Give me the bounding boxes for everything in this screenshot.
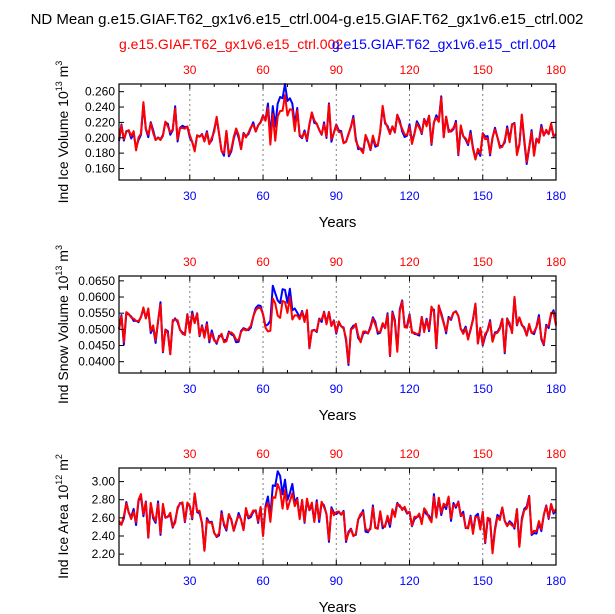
y-tick-label: 0.0500 [78,322,115,336]
y-tick-label: 2.20 [92,547,116,561]
x-tick-label: 60 [256,189,270,203]
x-tick-label: 60 [256,574,270,588]
x-top-tick-label: 150 [473,63,493,77]
x-top-tick-label: 120 [400,63,420,77]
plot-frame [118,467,557,566]
x-top-tick-label: 90 [330,63,344,77]
y-tick-label: 0.260 [85,85,115,99]
chart-panel-1: 30 30 60 60 90 90 120 120 150 150 180 180 0.1600.180… [54,61,566,231]
x-tick-label: 30 [183,189,197,203]
x-top-tick-label: 180 [546,447,566,461]
x-tick-label: 120 [400,189,420,203]
y-tick-label: 3.00 [92,475,116,489]
y-tick-label: 0.0550 [78,306,115,320]
legend-label-ctrl004: g.e15.GIAF.T62_gx1v6.e15_ctrl.004 [332,36,556,52]
panels: 30 30 60 60 90 90 120 120 150 150 180 180 0.1600.180… [54,61,566,614]
y-tick-label: 0.0650 [78,274,115,288]
y-tick-label: 2.60 [92,511,116,525]
y-tick-label: 0.0600 [78,290,115,304]
x-top-tick-label: 90 [330,255,344,269]
chart-panel-2: 30 30 60 60 90 90 120 120 150 150 180 180 0.0400 0.04… [54,245,566,424]
x-tick-label: 180 [546,189,566,203]
y-tick-label: 0.200 [85,131,115,145]
x-tick-label: 60 [256,382,270,396]
x-top-tick-label: 60 [256,447,270,461]
x-tick-label: 30 [183,382,197,396]
y-tick-label: 0.220 [85,115,115,129]
x-top-tick-label: 60 [256,255,270,269]
x-top-tick-label: 30 [183,447,197,461]
y-axis-label: Ind Snow Volume 1013 m3 [54,245,71,404]
plot-frame [118,275,557,374]
x-axis-label: Years [319,214,357,231]
plot-frame [118,83,557,181]
x-tick-label: 150 [473,189,493,203]
x-top-tick-label: 120 [400,255,420,269]
x-top-tick-label: 150 [473,255,493,269]
x-top-tick-label: 180 [546,255,566,269]
x-top-tick-label: 120 [400,447,420,461]
y-axis-label: Ind Ice Area 1012 m2 [54,454,71,579]
series-line-ctrl002 [118,295,557,365]
x-tick-label: 180 [546,382,566,396]
y-tick-label: 0.160 [85,161,115,175]
y-tick-label: 0.0450 [78,339,115,353]
y-axis-label: Ind Ice Volume 1013 m3 [54,61,71,204]
legend-label-ctrl002: g.e15.GIAF.T62_gx1v6.e15_ctrl.002 [119,36,343,52]
x-tick-label: 90 [330,189,344,203]
y-tick-label: 0.0400 [78,355,115,369]
x-tick-label: 90 [330,382,344,396]
x-top-tick-label: 150 [473,447,493,461]
chart-panel-3: 30 30 60 60 90 90 120 120 150 150 180 180 2.20 2.40 2.… [54,447,566,614]
x-tick-label: 150 [473,382,493,396]
y-tick-label: 2.80 [92,493,116,507]
x-axis-label: Years [319,599,357,614]
x-top-tick-label: 30 [183,63,197,77]
x-tick-label: 120 [400,574,420,588]
x-tick-label: 90 [330,574,344,588]
y-tick-label: 2.40 [92,529,116,543]
x-axis-label: Years [319,407,357,424]
x-top-tick-label: 30 [183,255,197,269]
main-title: ND Mean g.e15.GIAF.T62_gx1v6.e15_ctrl.00… [31,11,584,28]
x-tick-label: 180 [546,574,566,588]
y-tick-label: 0.180 [85,146,115,160]
x-top-tick-label: 180 [546,63,566,77]
x-top-tick-label: 60 [256,63,270,77]
y-tick-label: 0.240 [85,100,115,114]
x-top-tick-label: 90 [330,447,344,461]
x-tick-label: 150 [473,574,493,588]
x-tick-label: 120 [400,382,420,396]
series-line-ctrl002 [118,483,557,555]
x-tick-label: 30 [183,574,197,588]
series-line-ctrl002 [118,94,557,163]
